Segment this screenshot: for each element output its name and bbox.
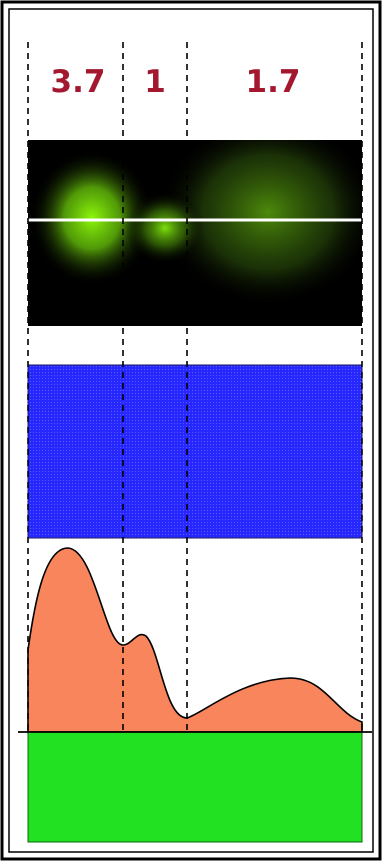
column-label: 1.7	[246, 64, 301, 100]
page: 3.7 1 1.7 (() => { const data = JSON.par…	[0, 0, 382, 861]
blue-panel	[28, 365, 362, 538]
profile-area	[28, 548, 362, 732]
column-label: 1	[144, 64, 166, 100]
figure: 3.7 1 1.7	[0, 0, 382, 861]
column-label: 3.7	[51, 64, 106, 100]
green-panel	[28, 732, 362, 842]
